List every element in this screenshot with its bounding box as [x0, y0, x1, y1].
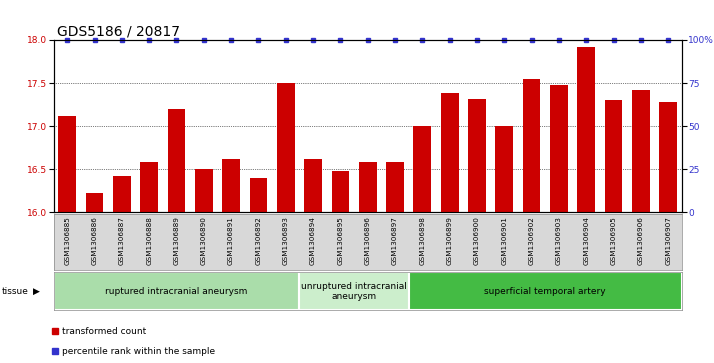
Bar	[59, 116, 76, 212]
Bar	[468, 99, 486, 212]
Bar	[222, 159, 240, 212]
Bar	[413, 126, 431, 212]
Text: GSM1306887: GSM1306887	[119, 216, 125, 265]
Text: percentile rank within the sample: percentile rank within the sample	[62, 347, 216, 356]
Text: GSM1306892: GSM1306892	[256, 216, 261, 265]
Text: GSM1306903: GSM1306903	[556, 216, 562, 265]
Bar	[195, 169, 213, 212]
Text: ▶: ▶	[33, 287, 40, 296]
Text: GSM1306885: GSM1306885	[64, 216, 70, 265]
Text: ruptured intracranial aneurysm: ruptured intracranial aneurysm	[105, 287, 248, 296]
Text: GSM1306896: GSM1306896	[365, 216, 371, 265]
Bar	[304, 159, 322, 212]
Bar	[86, 193, 104, 212]
Text: GSM1306906: GSM1306906	[638, 216, 644, 265]
Text: GSM1306890: GSM1306890	[201, 216, 207, 265]
Text: GSM1306895: GSM1306895	[338, 216, 343, 265]
Bar	[299, 272, 408, 310]
Bar	[550, 85, 568, 212]
Text: GSM1306905: GSM1306905	[610, 216, 617, 265]
Bar	[140, 162, 158, 212]
Bar	[605, 100, 623, 212]
Bar	[168, 109, 186, 212]
Bar	[277, 83, 295, 212]
Bar	[632, 90, 650, 212]
Text: GSM1306901: GSM1306901	[501, 216, 508, 265]
Bar	[578, 47, 595, 212]
Bar	[659, 102, 677, 212]
Bar	[331, 171, 349, 212]
Text: GSM1306899: GSM1306899	[447, 216, 453, 265]
Text: GSM1306902: GSM1306902	[528, 216, 535, 265]
Bar	[408, 272, 682, 310]
Text: transformed count: transformed count	[62, 327, 146, 335]
Text: GSM1306900: GSM1306900	[474, 216, 480, 265]
Bar	[523, 79, 540, 212]
Text: GSM1306894: GSM1306894	[310, 216, 316, 265]
Bar	[54, 272, 299, 310]
Bar	[113, 176, 131, 212]
Text: GSM1306889: GSM1306889	[174, 216, 179, 265]
Text: GSM1306907: GSM1306907	[665, 216, 671, 265]
Text: superficial temporal artery: superficial temporal artery	[485, 287, 606, 296]
Text: GSM1306893: GSM1306893	[283, 216, 288, 265]
Bar	[496, 126, 513, 212]
Text: GSM1306897: GSM1306897	[392, 216, 398, 265]
Text: tissue: tissue	[1, 287, 29, 296]
Text: GSM1306886: GSM1306886	[91, 216, 98, 265]
Text: GSM1306888: GSM1306888	[146, 216, 152, 265]
Bar	[441, 93, 458, 212]
Bar	[386, 162, 404, 212]
Text: GSM1306904: GSM1306904	[583, 216, 589, 265]
Text: GDS5186 / 20817: GDS5186 / 20817	[57, 24, 180, 38]
Text: GSM1306891: GSM1306891	[228, 216, 234, 265]
Text: GSM1306898: GSM1306898	[419, 216, 426, 265]
Text: unruptured intracranial
aneurysm: unruptured intracranial aneurysm	[301, 282, 407, 301]
Bar	[359, 162, 376, 212]
Bar	[250, 178, 267, 212]
